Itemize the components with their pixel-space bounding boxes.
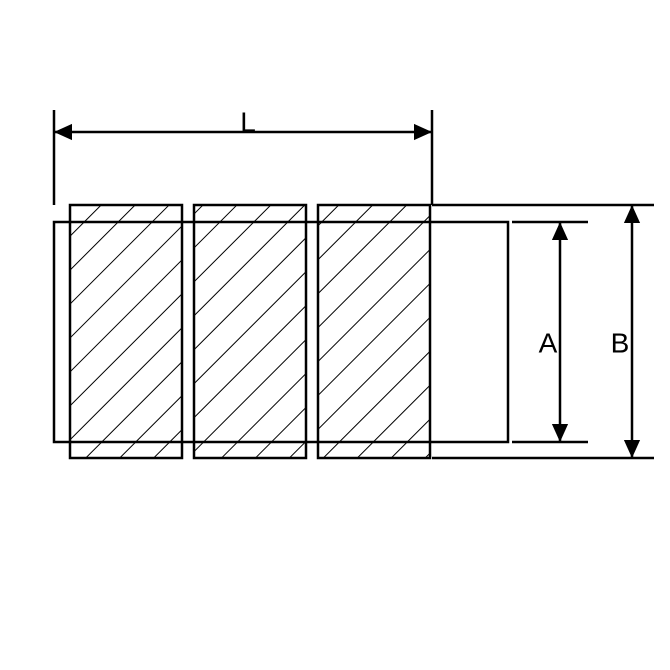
label-A: A [539, 327, 558, 358]
label-L: L [240, 106, 256, 137]
label-B: B [611, 327, 630, 358]
